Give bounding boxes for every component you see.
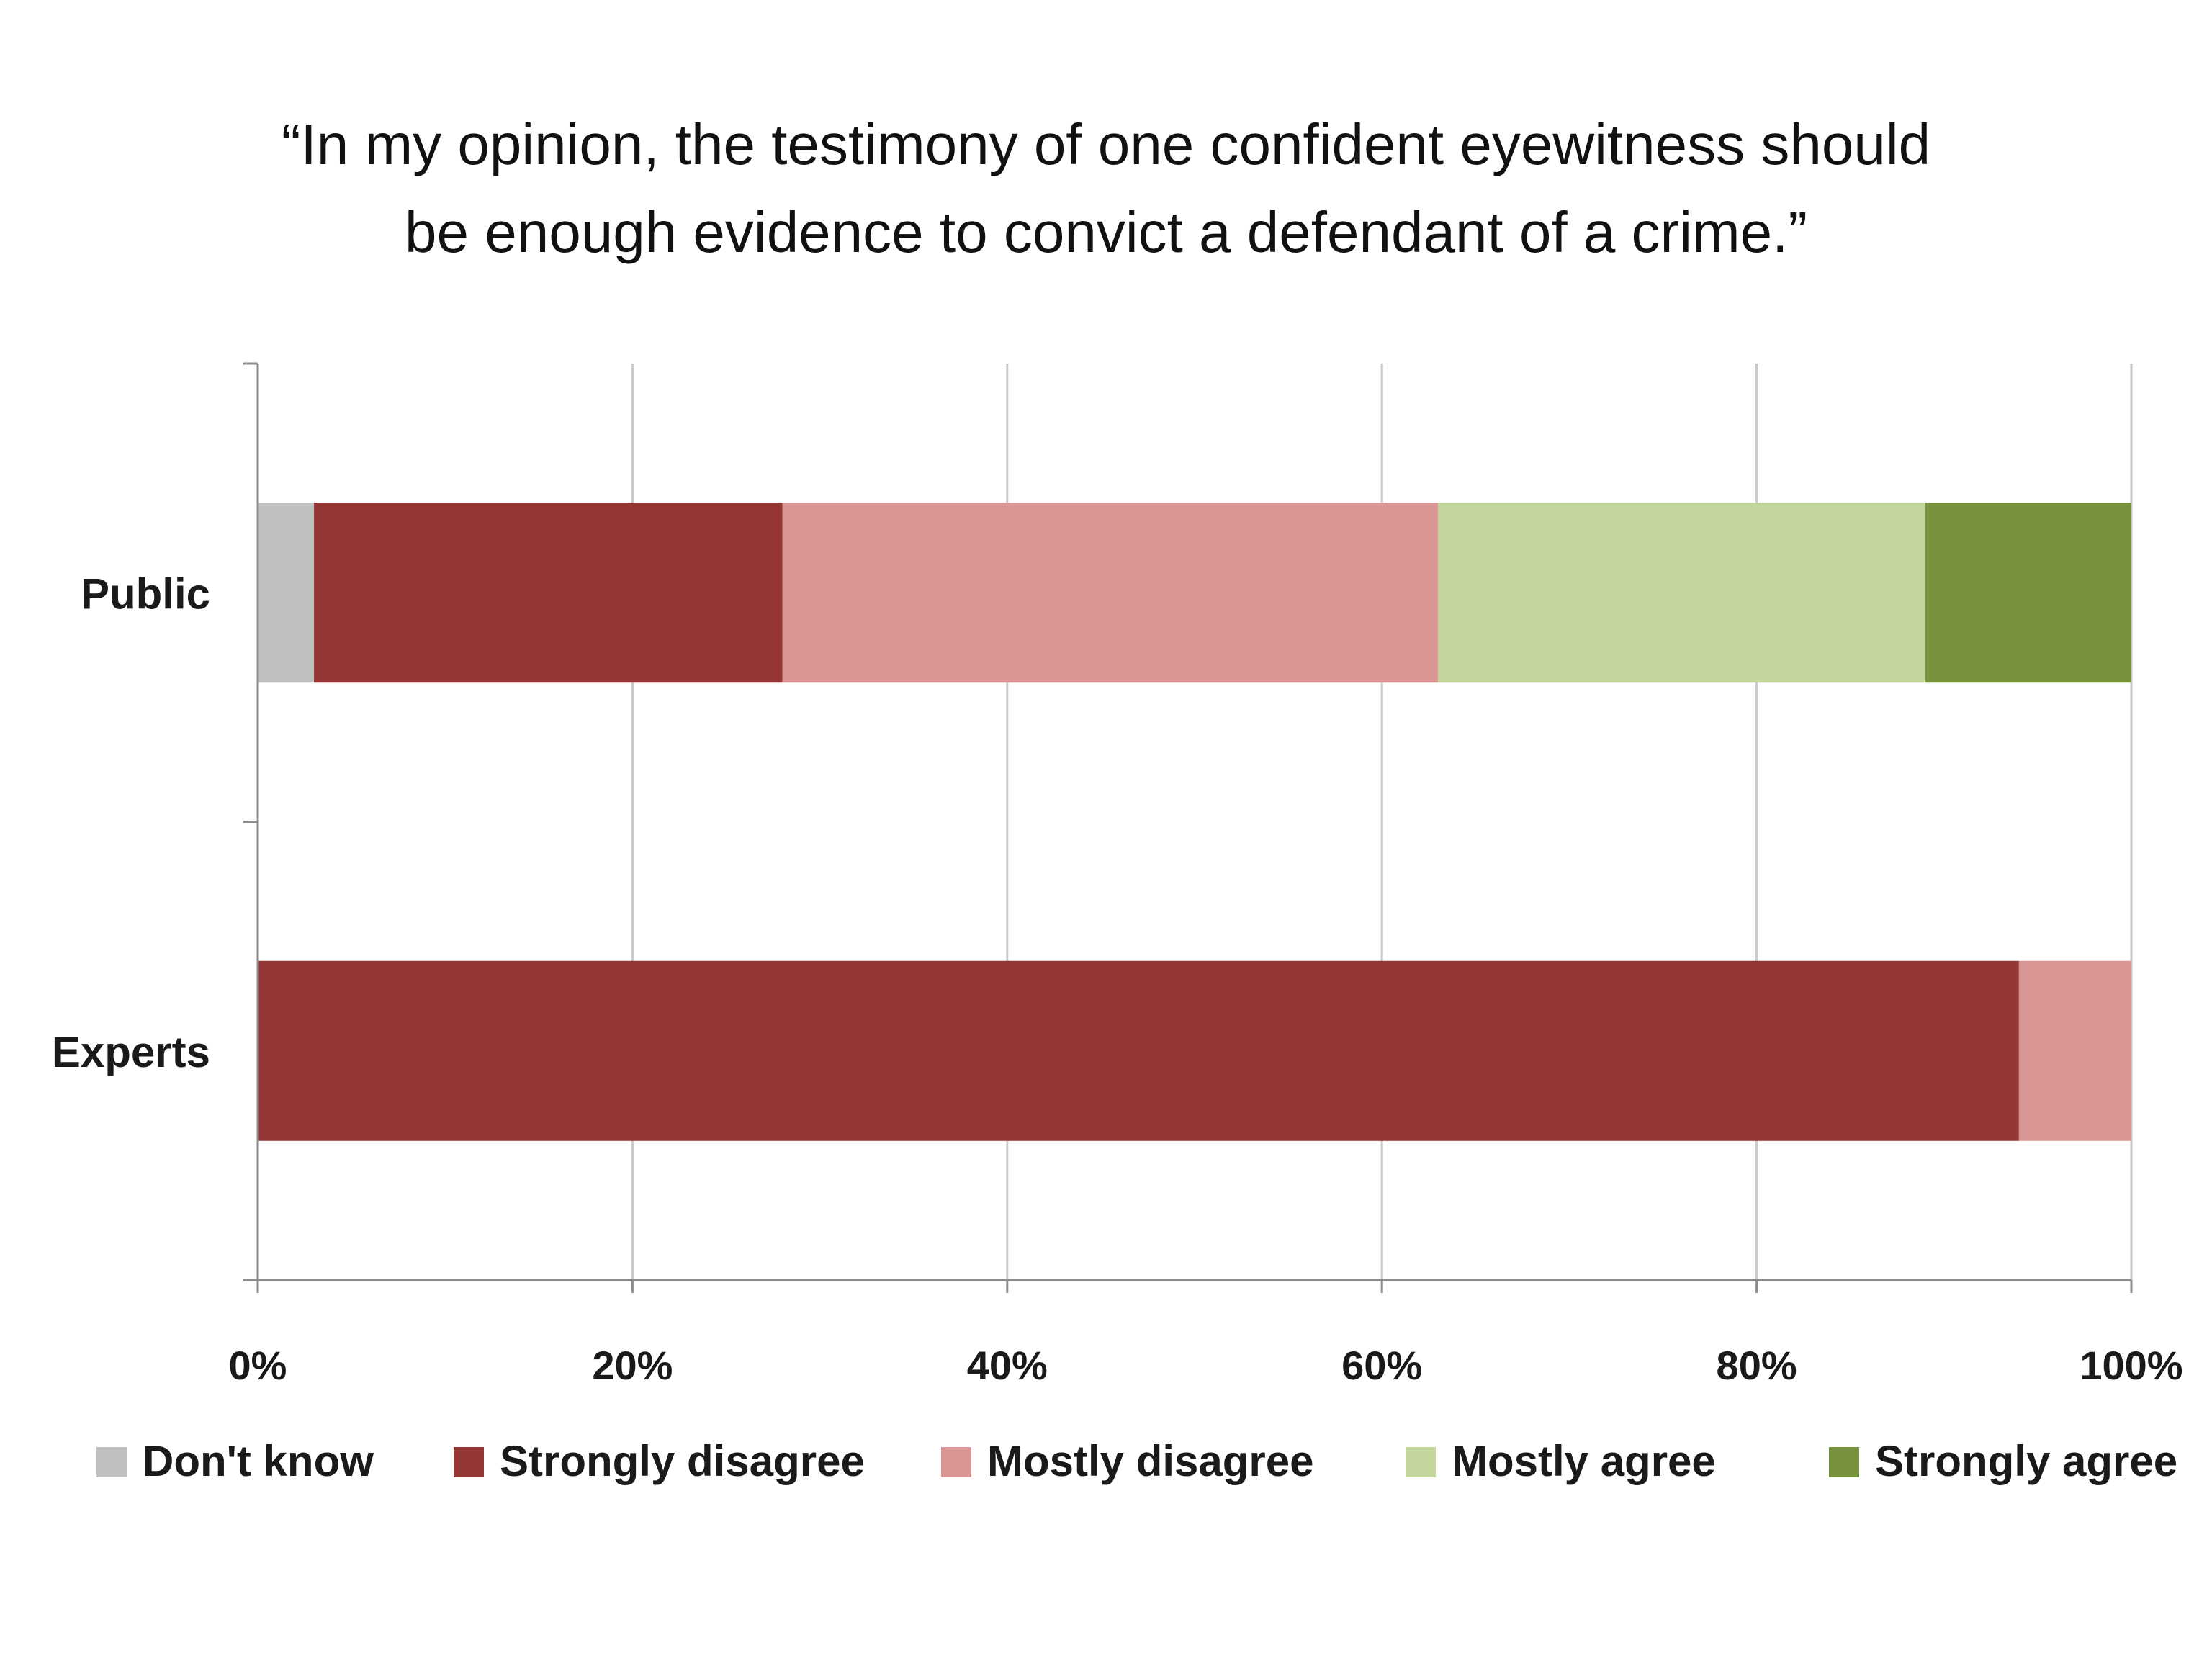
legend-swatch-strongly-disagree bbox=[454, 1447, 484, 1477]
legend-label-strongly-disagree: Strongly disagree bbox=[500, 1437, 865, 1485]
bar-experts-mostly-disagree bbox=[2018, 960, 2131, 1141]
bar-public-strongly-disagree bbox=[314, 503, 783, 683]
category-label-experts: Experts bbox=[52, 1028, 210, 1076]
legend-swatch-mostly-agree bbox=[1406, 1447, 1436, 1477]
bar-public-don-t-know bbox=[258, 503, 315, 683]
x-tick-label: 40% bbox=[967, 1343, 1048, 1388]
bars bbox=[258, 503, 2131, 1141]
bar-public-mostly-disagree bbox=[782, 503, 1439, 683]
legend-swatch-don-t-know bbox=[96, 1447, 127, 1477]
legend-label-strongly-agree: Strongly agree bbox=[1875, 1437, 2177, 1485]
legend-label-mostly-agree: Mostly agree bbox=[1452, 1437, 1716, 1485]
x-tick-label: 60% bbox=[1341, 1343, 1422, 1388]
x-tick-label: 80% bbox=[1717, 1343, 1797, 1388]
chart-title-line-1: “In my opinion, the testimony of one con… bbox=[281, 112, 1931, 176]
axes bbox=[243, 362, 2133, 1293]
bar-public-mostly-agree bbox=[1438, 503, 1925, 683]
x-tick-label: 0% bbox=[229, 1343, 287, 1388]
x-tick-label: 20% bbox=[592, 1343, 673, 1388]
x-tick-label: 100% bbox=[2080, 1343, 2182, 1388]
bar-public-strongly-agree bbox=[1925, 503, 2131, 683]
legend: Don't know Strongly disagree Mostly disagr… bbox=[96, 1437, 2177, 1485]
axis-labels: 0% 20% 40% 60% 80% 100% Public Experts bbox=[52, 569, 2183, 1388]
chart-title: “In my opinion, the testimony of one con… bbox=[62, 101, 2150, 276]
legend-label-mostly-disagree: Mostly disagree bbox=[987, 1437, 1314, 1485]
legend-swatch-strongly-agree bbox=[1829, 1447, 1859, 1477]
legend-label-don-t-know: Don't know bbox=[143, 1437, 374, 1485]
legend-swatch-mostly-disagree bbox=[941, 1447, 971, 1477]
bar-experts-strongly-disagree bbox=[258, 960, 2019, 1141]
gridlines bbox=[631, 364, 2133, 1280]
category-label-public: Public bbox=[81, 569, 210, 618]
chart-title-line-2: be enough evidence to convict a defendan… bbox=[405, 200, 1807, 264]
